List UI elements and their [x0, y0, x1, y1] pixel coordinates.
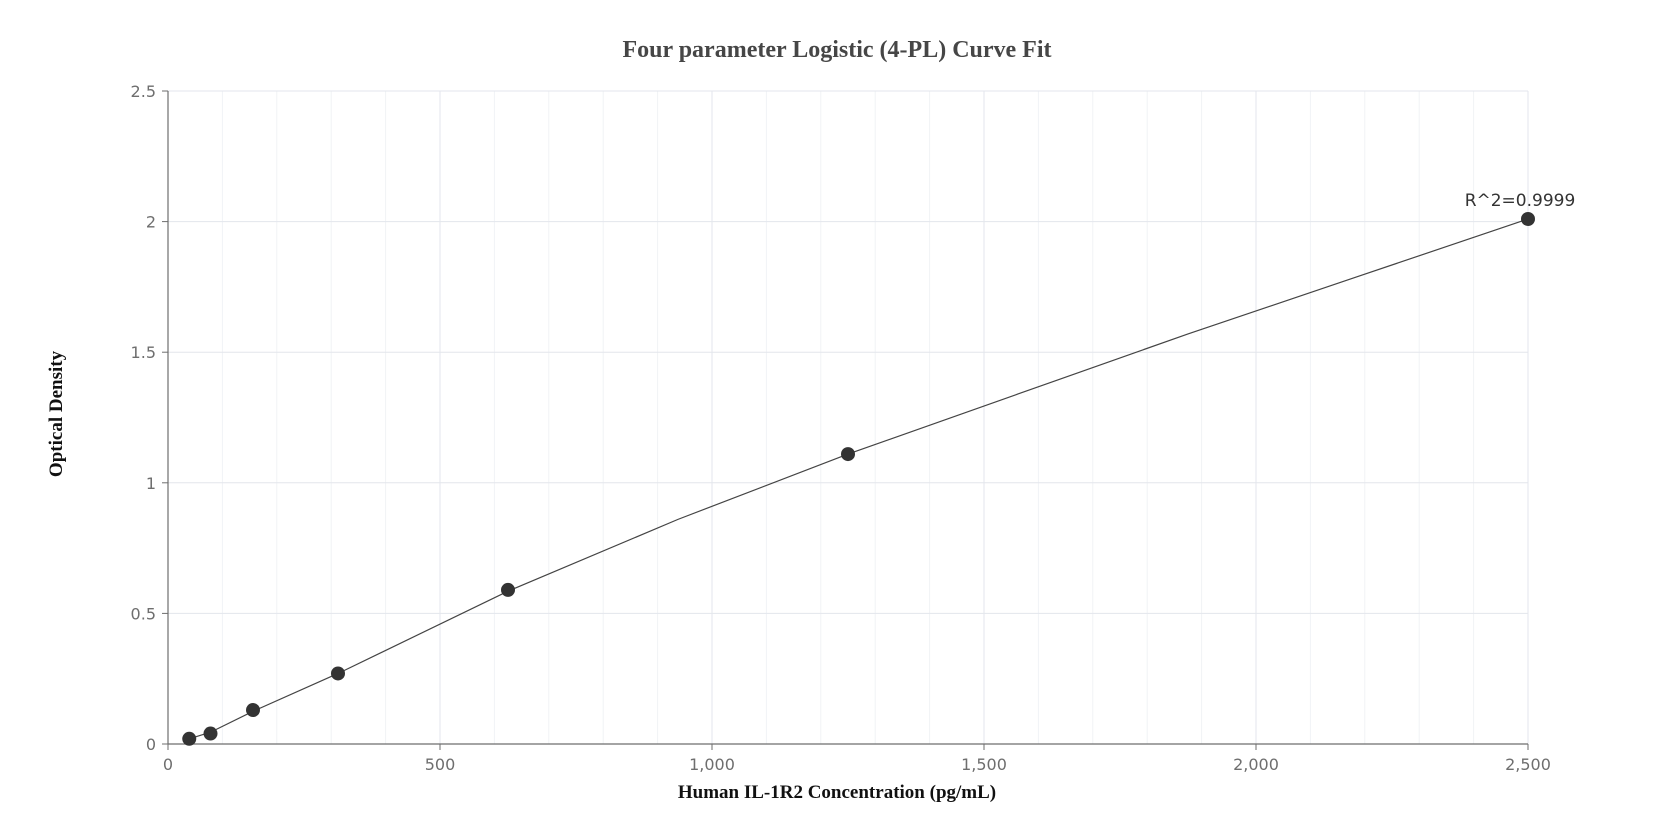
data-point	[1521, 211, 1535, 226]
y-tick-label: 1	[146, 474, 156, 493]
r-squared-annotation: R^2=0.9999	[1465, 191, 1576, 211]
x-tick-label: 500	[425, 755, 456, 774]
y-tick-label: 2.5	[131, 82, 156, 101]
data-point	[203, 726, 218, 741]
data-point	[331, 666, 345, 681]
chart-title: Four parameter Logistic (4-PL) Curve Fit	[622, 37, 1051, 63]
data-point	[182, 731, 197, 746]
x-tick-label: 2,000	[1233, 755, 1279, 774]
data-point	[501, 582, 515, 597]
y-axis-title: Optical Density	[46, 350, 67, 477]
data-point	[246, 703, 260, 718]
x-tick-label: 1,500	[961, 755, 1007, 774]
x-axis-title: Human IL-1R2 Concentration (pg/mL)	[678, 782, 996, 803]
x-tick-label: 2,500	[1505, 755, 1551, 774]
x-tick-label: 0	[163, 755, 173, 774]
data-points	[182, 211, 1535, 746]
y-tick-label: 1.5	[131, 343, 156, 362]
fitted-curve	[189, 218, 1529, 740]
y-tick-label: 2	[146, 213, 156, 232]
x-tick-label: 1,000	[689, 755, 735, 774]
grid	[167, 90, 1529, 745]
axes	[162, 90, 1529, 750]
y-tick-label: 0.5	[131, 604, 156, 623]
tick-labels: 0 0.5 1 1.5 2 2.5 0 500 1,000 1,500 2,000 2,500	[131, 82, 1551, 774]
data-point	[841, 447, 855, 462]
fitted-curve-layer	[189, 218, 1529, 740]
y-tick-label: 0	[146, 735, 156, 754]
